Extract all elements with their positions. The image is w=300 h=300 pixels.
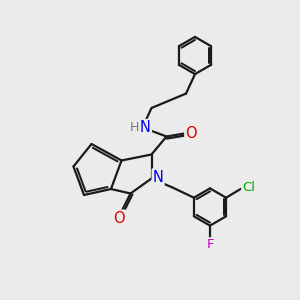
Text: O: O xyxy=(185,126,197,141)
Text: H: H xyxy=(129,121,139,134)
Text: Cl: Cl xyxy=(242,181,255,194)
Text: O: O xyxy=(113,211,125,226)
Text: N: N xyxy=(140,120,151,135)
Text: N: N xyxy=(153,169,164,184)
Text: F: F xyxy=(206,238,214,251)
